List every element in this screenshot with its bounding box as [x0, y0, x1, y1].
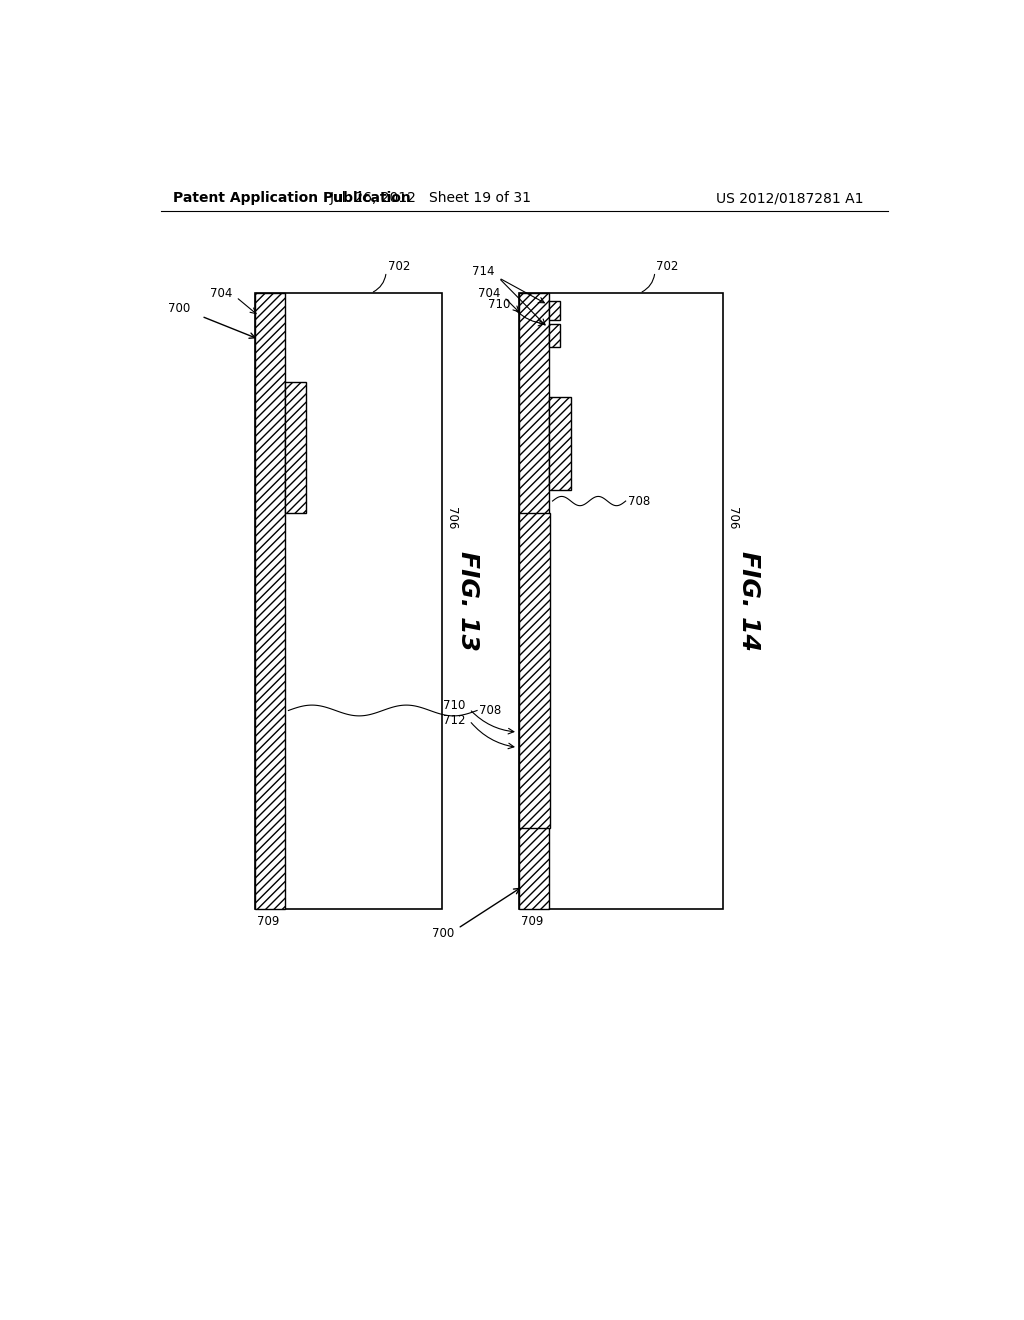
Text: 710: 710	[487, 298, 510, 312]
Text: 708: 708	[479, 704, 502, 717]
Text: FIG. 13: FIG. 13	[457, 552, 480, 651]
Text: Jul. 26, 2012   Sheet 19 of 31: Jul. 26, 2012 Sheet 19 of 31	[330, 191, 531, 206]
Text: 700: 700	[432, 927, 454, 940]
Text: 706: 706	[726, 507, 738, 529]
Text: 706: 706	[444, 507, 458, 529]
Text: 704: 704	[478, 286, 500, 300]
Text: US 2012/0187281 A1: US 2012/0187281 A1	[716, 191, 863, 206]
Bar	[519, 293, 549, 909]
Text: 709: 709	[521, 915, 544, 928]
Text: 712: 712	[443, 714, 466, 727]
Bar	[549, 301, 560, 321]
Bar	[549, 397, 571, 490]
Text: 702: 702	[656, 260, 679, 273]
Bar	[549, 323, 560, 347]
Text: 700: 700	[168, 302, 189, 315]
Text: 702: 702	[388, 260, 411, 273]
Text: 709: 709	[257, 915, 280, 928]
Text: 704: 704	[210, 286, 232, 300]
Bar	[285, 381, 306, 512]
Text: 708: 708	[628, 495, 650, 508]
Text: Patent Application Publication: Patent Application Publication	[173, 191, 411, 206]
Bar	[255, 293, 442, 909]
Bar	[519, 512, 550, 829]
Bar	[519, 293, 724, 909]
Text: FIG. 14: FIG. 14	[737, 552, 761, 651]
Bar	[255, 293, 285, 909]
Text: 710: 710	[443, 698, 466, 711]
Text: 714: 714	[472, 265, 495, 279]
